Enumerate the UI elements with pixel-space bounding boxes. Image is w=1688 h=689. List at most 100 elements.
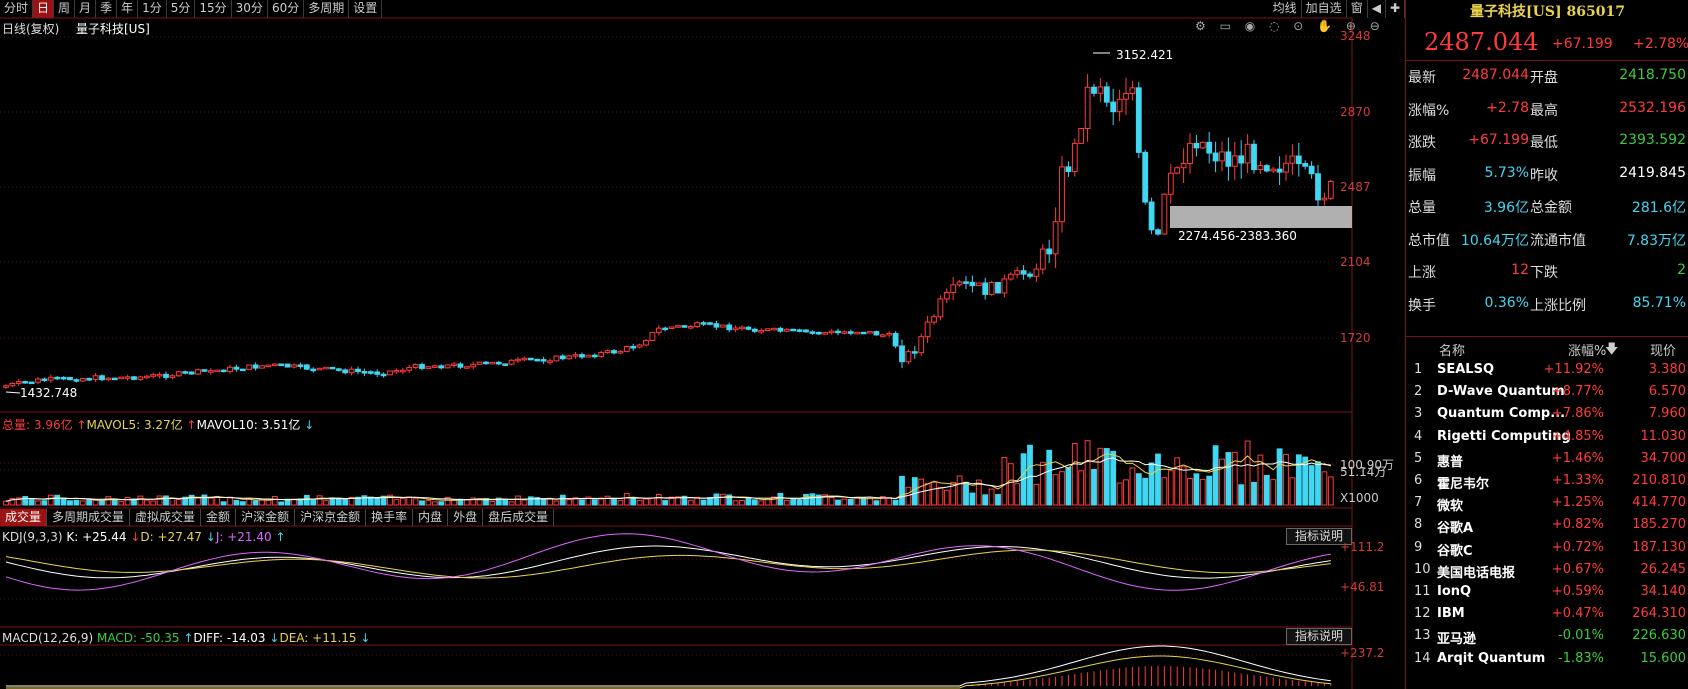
candle [265, 364, 272, 368]
add-watchlist-button[interactable]: 加自选 [1302, 0, 1347, 18]
tab-period-6[interactable]: 1分 [138, 0, 167, 18]
list-item[interactable]: 4 Rigetti Computing +4.85% 11.030 [1406, 427, 1688, 449]
volume-label: 总量 [2, 418, 27, 432]
tab-period-0[interactable]: 分时 [0, 0, 34, 18]
volume-bar [9, 497, 16, 506]
list-pct: +0.59% [1551, 584, 1604, 599]
list-item[interactable]: 10 美国电话电报 +0.67% 26.245 [1406, 560, 1688, 582]
tab-period-5[interactable]: 年 [117, 0, 139, 18]
tab-volume-2[interactable]: 虚拟成交量 [130, 509, 202, 526]
list-item[interactable]: 3 Quantum Comp... +7.86% 7.960 [1406, 404, 1688, 426]
volume-bar [553, 500, 560, 506]
tab-period-4[interactable]: 季 [96, 0, 118, 18]
candle [406, 367, 413, 371]
candle [374, 371, 381, 375]
tab-volume-1[interactable]: 多周期成交量 [47, 509, 131, 526]
volume-header: 总量: 3.96亿 ↑MAVOL5: 3.27亿 ↑MAVOL10: 3.51亿… [2, 418, 315, 432]
list-item[interactable]: 9 谷歌C +0.72% 187.130 [1406, 538, 1688, 560]
tab-volume-7[interactable]: 内盘 [413, 509, 449, 526]
up-arrow-icon: ↑ [186, 418, 197, 432]
tab-settings[interactable]: 设置 [349, 0, 383, 18]
mavol10-line [5, 457, 1331, 502]
list-item[interactable]: 13 亚马逊 -0.01% 226.630 [1406, 626, 1688, 648]
volume-bar [380, 495, 387, 506]
list-name: Arqit Quantum [1437, 650, 1546, 666]
volume-bar [681, 495, 688, 506]
tab-volume-3[interactable]: 金额 [201, 509, 237, 526]
volume-bar [1039, 461, 1046, 506]
tab-volume-9[interactable]: 盘后成交量 [483, 509, 555, 526]
kdj-explain-button[interactable]: 指标说明 [1286, 528, 1352, 545]
tab-volume-0[interactable]: 成交量 [0, 509, 48, 526]
sort-down-icon[interactable]: 🡇 [1605, 342, 1619, 357]
price-tick: 3248 [1340, 29, 1371, 43]
header-pct[interactable]: 涨幅% [1568, 344, 1607, 359]
tab-volume-6[interactable]: 换手率 [366, 509, 414, 526]
tab-volume-5[interactable]: 沪深京金额 [295, 509, 367, 526]
candle [470, 363, 477, 368]
tab-period-3[interactable]: 月 [75, 0, 97, 18]
header-name[interactable]: 名称 [1439, 344, 1466, 359]
quote-value: 10.64万亿 [1460, 232, 1529, 249]
chart-canvas[interactable] [0, 0, 1405, 689]
candle [975, 282, 982, 287]
list-price: 414.770 [1632, 495, 1686, 511]
list-item[interactable]: 14 Arqit Quantum -1.83% 15.600 [1406, 649, 1688, 671]
volume-bar [540, 498, 547, 506]
list-item[interactable]: 2 D-Wave Quantum +8.77% 6.570 [1406, 382, 1688, 404]
range-annotation: 2274.456-2383.360 [1178, 229, 1297, 243]
add-icon[interactable]: ✚ [1386, 0, 1405, 18]
candle [457, 363, 464, 368]
candle [873, 331, 880, 336]
volume-bar [751, 499, 758, 506]
candle [540, 359, 547, 362]
volume-bar [515, 495, 521, 506]
mavol10-label: MAVOL10: [196, 418, 258, 432]
tab-period-2[interactable]: 周 [54, 0, 76, 18]
candle [79, 378, 86, 382]
tab-period-9[interactable]: 30分 [232, 0, 268, 18]
list-name: 美国电话电报 [1437, 565, 1516, 581]
list-item[interactable]: 1 SEALSQ +11.92% 3.380 [1406, 360, 1688, 382]
tab-period-11[interactable]: 多周期 [304, 0, 350, 18]
macd-value: MACD: -50.35 [96, 631, 180, 645]
volume-bar [1193, 473, 1200, 506]
mavol5-value: 3.27亿 [143, 418, 183, 432]
low-annotation: 1432.748 [20, 386, 78, 400]
candle [387, 370, 393, 376]
chart-mode-label: 日线(复权) [2, 22, 60, 36]
tab-period-10[interactable]: 60分 [268, 0, 305, 18]
volume-bar [444, 496, 451, 506]
list-item[interactable]: 6 霍尼韦尔 +1.33% 210.810 [1406, 471, 1688, 493]
list-item[interactable]: 7 微软 +1.25% 414.770 [1406, 493, 1688, 515]
tab-period-1[interactable]: 日 [33, 0, 55, 18]
volume-bar [169, 497, 176, 506]
back-arrow-icon[interactable]: ◀ [1368, 0, 1386, 18]
list-item[interactable]: 8 谷歌A +0.82% 185.270 [1406, 515, 1688, 537]
window-button[interactable]: 窗 [1347, 0, 1368, 18]
volume-bar [163, 495, 169, 506]
list-name: SEALSQ [1437, 362, 1495, 377]
macd-header: MACD(12,26,9) MACD: -50.35 ↑DIFF: -14.03… [2, 631, 370, 645]
candle [310, 368, 317, 372]
list-item[interactable]: 12 IBM +0.47% 264.310 [1406, 604, 1688, 626]
tab-period-7[interactable]: 5分 [167, 0, 196, 18]
volume-bar [579, 499, 585, 506]
quote-value: 0.36% [1484, 294, 1529, 311]
list-name: 霍尼韦尔 [1437, 477, 1490, 492]
tab-period-8[interactable]: 15分 [195, 0, 232, 18]
macd-explain-button[interactable]: 指标说明 [1286, 628, 1352, 645]
tab-volume-4[interactable]: 沪深金额 [236, 509, 296, 526]
list-item[interactable]: 11 IonQ +0.59% 34.140 [1406, 582, 1688, 604]
chart-tool-icons[interactable]: ⚙ ▭ ◉ ◌ ⊙ ✋ ⊕ ⊖ [1195, 19, 1385, 33]
header-price[interactable]: 现价 [1650, 344, 1677, 359]
ma-button[interactable]: 均线 [1269, 0, 1302, 18]
candle [131, 376, 137, 380]
candle [1283, 162, 1289, 173]
volume-bar [630, 496, 637, 506]
list-item[interactable]: 5 惠普 +1.46% 34.700 [1406, 449, 1688, 471]
quote-pct: +2.78% [1633, 36, 1688, 52]
candle [54, 376, 61, 380]
tab-volume-8[interactable]: 外盘 [448, 509, 484, 526]
candle [931, 316, 937, 323]
